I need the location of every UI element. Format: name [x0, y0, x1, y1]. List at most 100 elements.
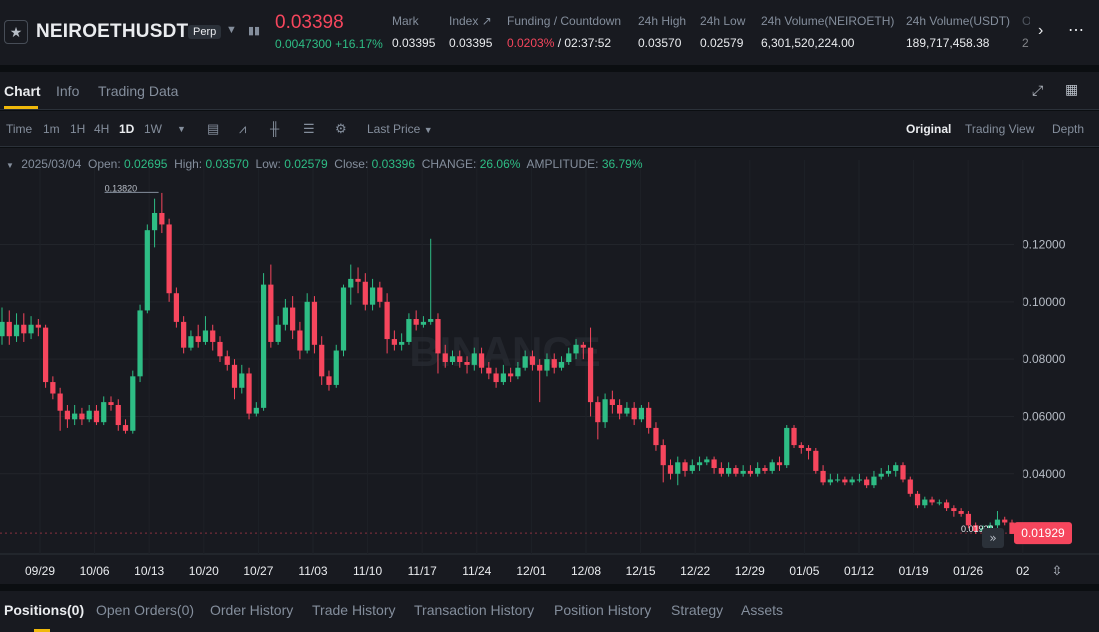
candle-body [42, 327, 49, 383]
view-depth[interactable]: Depth [1052, 122, 1085, 136]
candle-body [718, 468, 724, 474]
favorite-star-icon[interactable]: ★ [4, 20, 28, 44]
candle-body [682, 462, 688, 471]
candle-body [827, 479, 833, 483]
tab-positions[interactable]: Positions(0) [4, 602, 85, 618]
interval-1d[interactable]: 1D [119, 122, 135, 136]
candle-body [602, 399, 608, 423]
x-tick-label: 10/06 [80, 564, 110, 578]
candle-body [64, 410, 71, 420]
view-original[interactable]: Original [906, 122, 952, 136]
candle-body [994, 519, 1001, 526]
price-type-select[interactable]: Last Price ▼ [367, 122, 433, 136]
candle-body [108, 402, 114, 405]
tab-transaction-history[interactable]: Transaction History [414, 602, 535, 618]
candle-body [449, 356, 456, 362]
interval-dropdown-icon[interactable]: ▼ [177, 124, 186, 134]
current-price-label: 0.01929 [1021, 526, 1065, 540]
candle-body [217, 341, 223, 357]
candle-body [478, 353, 485, 368]
y-tick-label: 0.06000 [1022, 409, 1066, 423]
x-tick-label: 12/08 [571, 564, 601, 578]
stat-label: O [1022, 14, 1030, 28]
candle-body [820, 470, 826, 483]
candle-body [464, 362, 470, 365]
x-tick-label: 12/29 [735, 564, 765, 578]
candle-body [1002, 519, 1008, 523]
tab-info[interactable]: Info [56, 83, 80, 99]
candle-body [304, 301, 310, 351]
y-tick-label: 0.04000 [1022, 467, 1066, 481]
template-icon[interactable]: ☰ [303, 121, 315, 136]
candle-body [805, 447, 812, 451]
time-label[interactable]: Time [6, 122, 33, 136]
candle-body [493, 373, 499, 383]
symbol-name[interactable]: NEIROETHUSDT [36, 21, 189, 42]
candle-body [35, 324, 41, 328]
caret-down-icon[interactable]: ▼ [226, 24, 237, 36]
candle-body [769, 462, 775, 471]
candle-body [181, 321, 187, 348]
countdown: / 02:37:52 [554, 36, 612, 50]
interval-1w[interactable]: 1W [144, 122, 162, 136]
candle-body [0, 321, 5, 337]
tab-assets[interactable]: Assets [741, 602, 784, 618]
tab-trade-history[interactable]: Trade History [312, 602, 396, 618]
chart-tabs: Chart Info Trading Data ⤢ ▦ [0, 72, 1099, 110]
candle-body [282, 307, 288, 325]
layout-grid-icon[interactable]: ▦ [1065, 81, 1079, 97]
calendar-icon[interactable]: ▤ [207, 121, 220, 136]
candle-body [159, 212, 165, 225]
candlestick-chart[interactable]: 0.12000 0.10000 0.08000 0.06000 0.04000 09/29… [0, 148, 1099, 584]
candle-body [922, 499, 928, 506]
interval-1m[interactable]: 1m [43, 122, 60, 136]
candle-type-icon[interactable]: ╫ [270, 121, 280, 136]
candle-body [115, 404, 121, 426]
tab-trading-data[interactable]: Trading Data [98, 83, 179, 99]
candle-body [457, 356, 463, 362]
candle-body [253, 407, 259, 414]
tab-strategy[interactable]: Strategy [671, 602, 724, 618]
stat-label: Mark [392, 14, 419, 28]
x-tick-label: 10/20 [189, 564, 219, 578]
candle-body [268, 284, 274, 342]
tab-open-orders[interactable]: Open Orders(0) [96, 602, 195, 618]
current-price-tag [1014, 522, 1072, 545]
scroll-latest-button[interactable] [982, 528, 1004, 548]
candle-body [290, 307, 296, 331]
candle-body [391, 339, 397, 345]
candle-body [638, 407, 645, 420]
view-trading-view[interactable]: Trading View [965, 122, 1035, 136]
price-change: 0.0047300 +16.17% [275, 37, 383, 51]
tab-chart[interactable]: Chart [4, 83, 41, 99]
indicator-icon[interactable]: ⩘ [239, 121, 247, 136]
candle-body [319, 344, 325, 377]
candle-body [377, 287, 383, 302]
expand-icon[interactable]: ⤢ [1032, 82, 1044, 98]
mini-chart-icon[interactable]: ▮▮ [248, 25, 261, 37]
tab-order-history[interactable]: Order History [210, 602, 294, 618]
candle-body [137, 310, 143, 377]
interval-1h[interactable]: 1H [70, 122, 86, 136]
amplitude-value: 36.79% [601, 157, 643, 171]
interval-4h[interactable]: 4H [94, 122, 110, 136]
settings-gear-icon[interactable]: ⚙ [335, 121, 347, 136]
x-tick-label: 12/15 [626, 564, 656, 578]
candle-body [864, 479, 870, 486]
chevron-right-icon[interactable]: › [1038, 22, 1044, 39]
stat-index[interactable]: Index ↗ 0.03395 [449, 14, 492, 50]
candle-body [515, 367, 521, 377]
more-icon[interactable]: ⋯ [1068, 22, 1085, 39]
stat-funding: Funding / Countdown 0.0203% / 02:37:52 [507, 14, 621, 50]
open-value: 0.02695 [124, 157, 168, 171]
chart-toolbar: Time 1m 1H 4H 1D 1W ▼ ▤ ⩘ ╫ ☰ ⚙ Last Pri… [0, 111, 1099, 147]
candle-body [842, 479, 848, 483]
tab-position-history[interactable]: Position History [554, 602, 652, 618]
scale-icon[interactable]: ⇳ [1052, 564, 1063, 579]
stat-label: 24h High [638, 14, 687, 28]
collapse-caret-icon[interactable]: ▼ [6, 161, 14, 170]
chart-area[interactable]: 0.12000 0.10000 0.08000 0.06000 0.04000 09/29… [0, 148, 1099, 584]
candle-body [13, 324, 20, 337]
x-tick-label: 01/12 [844, 564, 874, 578]
candle-body [943, 502, 950, 509]
